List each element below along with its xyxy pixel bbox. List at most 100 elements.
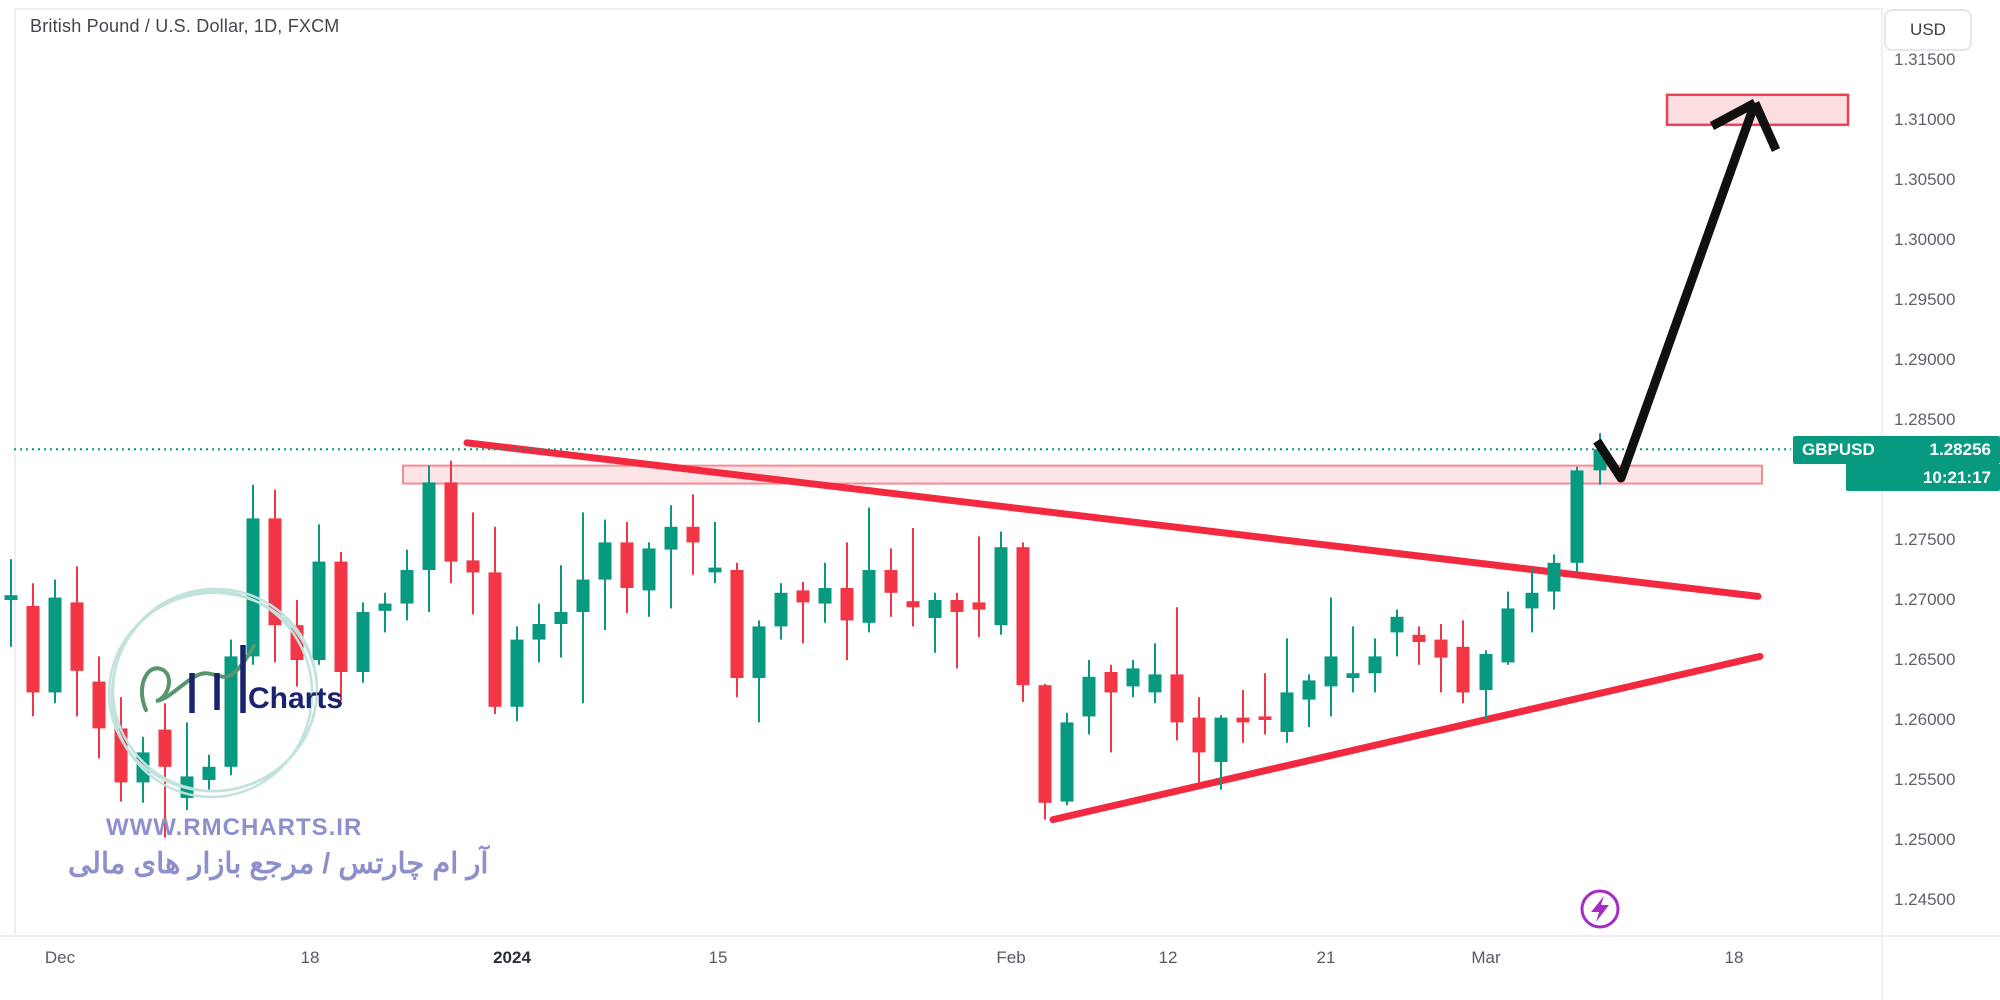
candle-body [1501, 608, 1515, 663]
candle-body [1082, 676, 1096, 717]
candlestick-series [4, 433, 1607, 838]
time-tick-label: Mar [1471, 948, 1501, 967]
projection-arrow-shaft[interactable] [1593, 101, 1760, 483]
candle-body [26, 606, 40, 693]
candle-body [774, 592, 788, 627]
candle-body [334, 561, 348, 672]
candle-body [1302, 680, 1316, 700]
descending-trendline[interactable] [463, 439, 1762, 600]
candle-body [1346, 673, 1360, 678]
price-axis[interactable]: 1.31500 1.31000 1.30500 1.30000 1.29500 1.290… [1882, 0, 2000, 935]
candle-body [356, 612, 370, 672]
price-tick-label: 1.29500 [1894, 290, 1956, 309]
price-tick-label: 1.28500 [1894, 410, 1956, 429]
badge-price: 1.28256 [1929, 440, 1991, 459]
candle-body [1236, 717, 1250, 723]
candle-body [950, 600, 964, 612]
candle-body [1570, 470, 1584, 563]
candle-body [510, 639, 524, 707]
candle-body [730, 570, 744, 678]
candle-body [1390, 616, 1404, 633]
candle-body [796, 590, 810, 603]
time-tick-label: 2024 [493, 948, 531, 967]
candle-body [884, 570, 898, 593]
candle-body [1479, 654, 1493, 690]
candle-body [1525, 592, 1539, 609]
candle-body [862, 570, 876, 623]
logo-charts-text: Charts [248, 682, 343, 715]
candle-body [466, 560, 480, 573]
candle-body [972, 602, 986, 610]
candle-body [1368, 656, 1382, 674]
candle-body [4, 595, 18, 600]
badge-symbol: GBPUSD [1802, 440, 1875, 459]
candle-body [1192, 717, 1206, 753]
candle-body [598, 542, 612, 580]
price-tick-label: 1.25500 [1894, 770, 1956, 789]
symbol-title[interactable]: British Pound / U.S. Dollar, 1D, FXCM [30, 16, 340, 36]
price-tick-label: 1.27500 [1894, 530, 1956, 549]
ascending-trendline[interactable] [1049, 652, 1764, 824]
price-tick-label: 1.30000 [1894, 230, 1956, 249]
candle-body [400, 570, 414, 604]
candle-body [92, 681, 106, 729]
candle-body [576, 579, 590, 612]
candle-body [642, 548, 656, 591]
candle-body [818, 588, 832, 604]
time-tick-label: Dec [44, 948, 76, 967]
price-tick-label: 1.26500 [1894, 650, 1956, 669]
candle-body [158, 729, 172, 767]
price-tick-label: 1.25000 [1894, 830, 1956, 849]
candle-body [70, 602, 84, 671]
candle-body [378, 603, 392, 611]
candle-body [686, 526, 700, 543]
time-tick-label: 18 [300, 948, 320, 967]
currency-unit-button[interactable]: USD [1884, 9, 1972, 51]
time-tick-label: 18 [1724, 948, 1744, 967]
price-tick-label: 1.31000 [1894, 110, 1956, 129]
candle-body [1016, 547, 1030, 686]
candle-body [422, 482, 436, 570]
candle-body [1214, 717, 1228, 762]
candle-body [906, 601, 920, 608]
candle-body [1104, 672, 1118, 693]
candle-body [246, 518, 260, 657]
candle-body [1547, 562, 1561, 592]
candle-body [1258, 716, 1272, 720]
axis-separator-vertical [1881, 8, 1883, 1000]
candle-body [664, 526, 678, 550]
time-tick-label: 12 [1158, 948, 1178, 967]
watermark-site-url: WWW.RMCHARTS.IR [106, 814, 363, 841]
candle-body [1412, 634, 1426, 642]
watermark-tagline-farsi: آر ام چارتس / مرجع بازار های مالی [68, 848, 489, 880]
price-tick-label: 1.26000 [1894, 710, 1956, 729]
resistance-zone[interactable] [402, 464, 1763, 485]
candle-body [1170, 674, 1184, 723]
axis-separator-horizontal [0, 935, 2000, 937]
candle-body [752, 626, 766, 678]
last-price-badge: GBPUSD 1.28256 [1793, 436, 2000, 464]
candle-body [1280, 692, 1294, 732]
candle-body [1126, 668, 1140, 687]
lightning-bolt-icon [1591, 896, 1609, 922]
candle-body [1456, 646, 1470, 693]
price-tick-label: 1.31500 [1894, 50, 1956, 69]
candle-body [268, 518, 282, 626]
time-tick-label: 21 [1316, 948, 1336, 967]
candle-body [532, 624, 546, 640]
candle-body [620, 542, 634, 588]
time-axis[interactable]: Dec 18 2024 15 Feb 12 21 Mar 18 [0, 936, 2000, 1000]
projection-arrow-head [1750, 101, 1781, 152]
bar-countdown-badge: 10:21:17 [1846, 464, 2000, 491]
time-tick-label: 15 [708, 948, 728, 967]
candle-body [1324, 656, 1338, 687]
candle-body [202, 766, 216, 780]
candle-body [48, 597, 62, 693]
candle-body [312, 561, 326, 660]
watermark-logo: Charts [107, 587, 343, 799]
price-tick-label: 1.24500 [1894, 890, 1956, 909]
price-tick-label: 1.30500 [1894, 170, 1956, 189]
candle-body [1038, 685, 1052, 803]
